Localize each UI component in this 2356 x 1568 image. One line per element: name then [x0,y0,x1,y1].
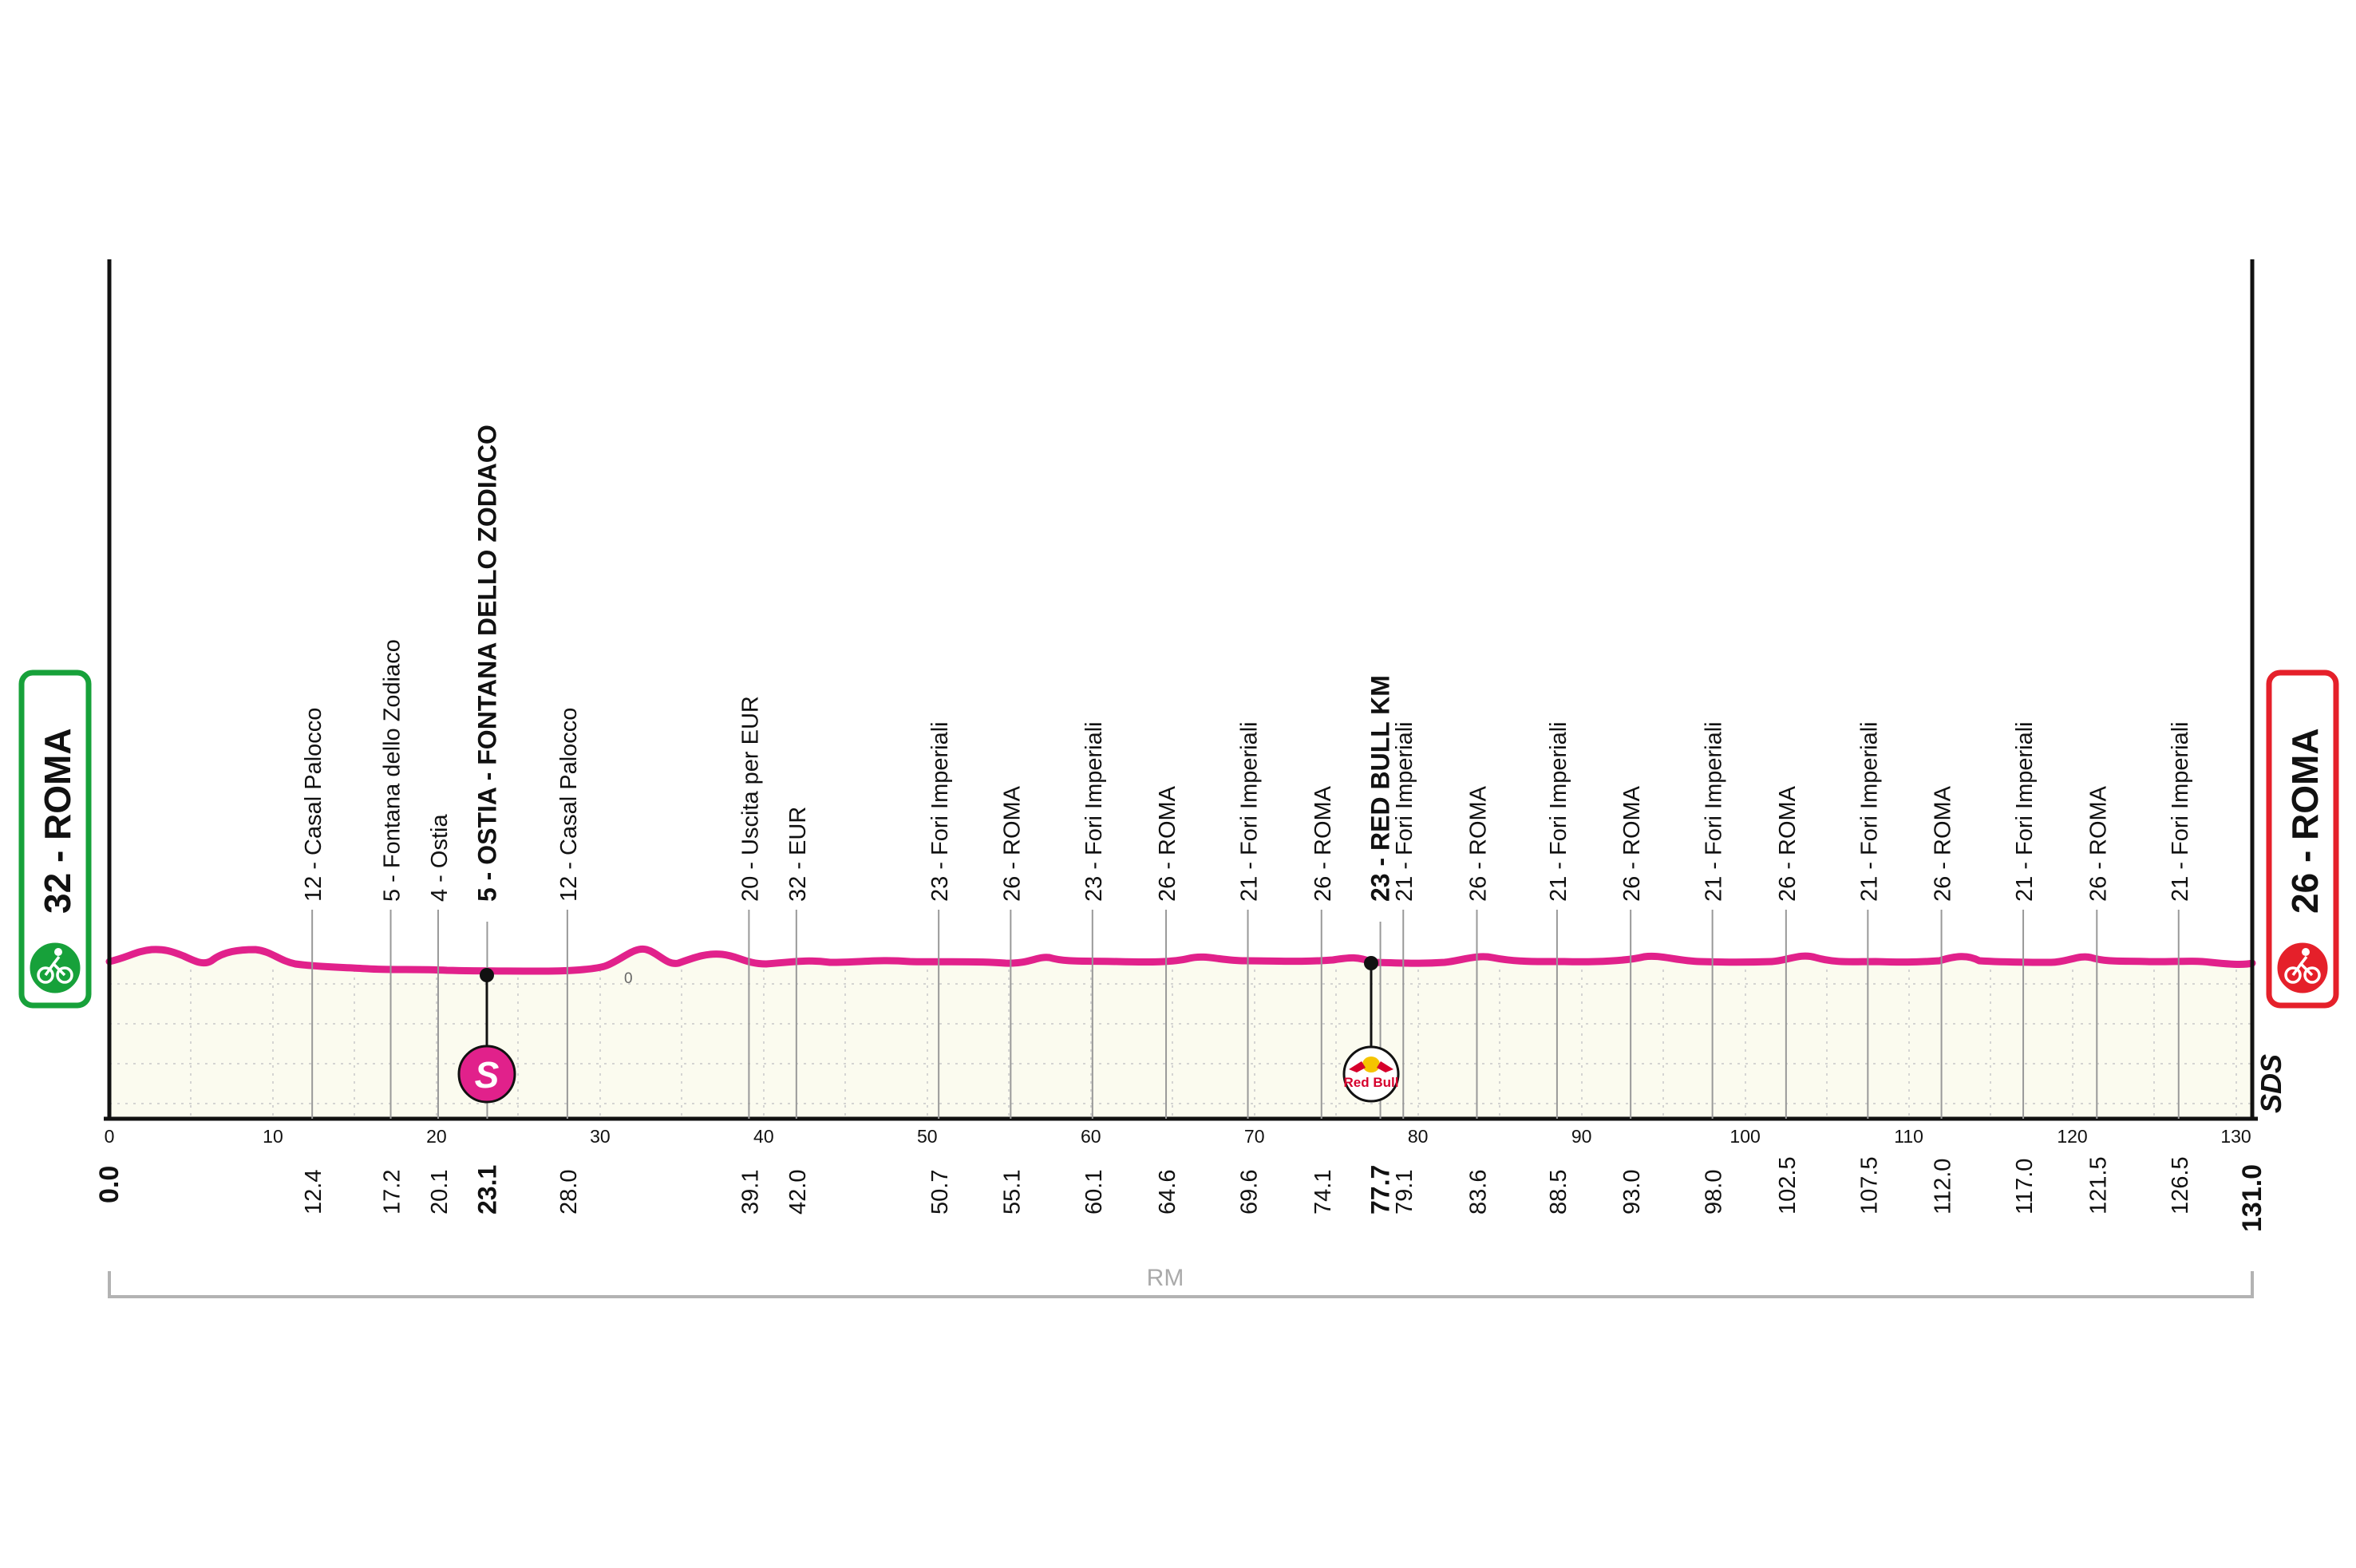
waypoint-km-label: 42.0 [785,1170,811,1215]
finish-km-label: 131.0 [2237,1164,2267,1232]
zero-altitude-label: 0 [624,970,633,987]
finish-cyclist-icon [2275,940,2330,996]
province-bracket [108,1271,2254,1298]
waypoint-label: 23 - Fori Imperiali [927,721,953,902]
waypoint-label: 26 - ROMA [999,785,1025,902]
start-badge: 32 - ROMA [18,669,92,1009]
waypoint-km-label: 28.0 [556,1170,582,1215]
waypoint-label: 21 - Fori Imperiali [1856,721,1882,902]
waypoint-label: 4 - Ostia [427,814,453,902]
waypoint-label: 26 - ROMA [1931,785,1956,902]
axis-tick-label: 20 [426,1126,447,1147]
finish-label: 26 - ROMA [2284,728,2326,914]
waypoint-label: 21 - Fori Imperiali [2012,721,2038,902]
axis-tick-label: 0 [105,1126,115,1147]
waypoint-km-label: 102.5 [1775,1156,1801,1215]
waypoint-km-label: 77.7 [1366,1165,1395,1215]
waypoint-label: 21 - Fori Imperiali [1392,721,1417,902]
axis-tick-label: 30 [590,1126,611,1147]
waypoint-km-label: 74.1 [1310,1170,1336,1215]
finish-badge-frame [2266,669,2339,1009]
axis-tick-label: 80 [1408,1126,1429,1147]
waypoints: 12 - Casal Palocco 12.4 5 - Fontana dello … [301,425,2193,1215]
waypoint-km-label: 112.0 [1931,1159,1956,1215]
waypoint-label: 23 - Fori Imperiali [1081,721,1107,902]
sprint-letter: S [475,1054,500,1096]
cyclist-icon [27,940,83,996]
waypoint-km-label: 126.5 [2168,1156,2193,1215]
waypoint-km-label: 93.0 [1619,1170,1645,1215]
waypoint-km-label: 39.1 [737,1170,763,1215]
waypoint-label: 20 - Uscita per EUR [737,696,763,902]
axis-tick-label: 100 [1729,1126,1760,1147]
waypoint-label: 23 - RED BULL KM [1366,675,1395,902]
province-label: RM [1147,1265,1184,1291]
redbull-dot [1364,956,1378,970]
waypoint-km-label: 83.6 [1465,1170,1491,1215]
axis-tick-label: 10 [263,1126,283,1147]
waypoint-label: 26 - ROMA [1155,785,1180,902]
waypoint-label: 26 - ROMA [2085,785,2111,902]
axis-tick-label: 120 [2057,1126,2087,1147]
start-label: 32 - ROMA [37,728,78,914]
waypoint-km-label: 64.6 [1155,1170,1180,1215]
start-km-label: 0.0 [94,1166,125,1203]
waypoint-km-label: 117.0 [2012,1159,2038,1215]
waypoint-label: 12 - Casal Palocco [301,708,326,902]
sprint-marker: S [457,968,516,1104]
waypoint-km-label: 69.6 [1237,1170,1263,1215]
redbull-km-marker: Red Bull [1342,956,1400,1103]
sprint-s-icon [457,1045,516,1104]
waypoint-label: 26 - ROMA [1775,785,1801,902]
axis-tick-label: 60 [1081,1126,1101,1147]
redbull-sun [1362,1057,1380,1072]
redbull-badge-text: Red Bull [1344,1075,1399,1090]
profile-grid [109,970,2252,1119]
waypoint-km-label: 60.1 [1081,1170,1107,1215]
waypoint-km-label: 55.1 [999,1170,1025,1215]
redbull-bull-left [1349,1061,1366,1072]
waypoint-km-label: 20.1 [427,1170,453,1215]
waypoint-label: 32 - EUR [785,807,811,902]
waypoint-km-label: 121.5 [2085,1156,2111,1215]
axis-tick-label: 110 [1894,1126,1923,1147]
waypoint-label: 21 - Fori Imperiali [1546,721,1571,902]
start-badge-frame [18,669,92,1009]
axis-tick-label: 70 [1244,1126,1265,1147]
waypoint-label: 21 - Fori Imperiali [2168,721,2193,902]
sds-logo: SDS [2255,1054,2287,1113]
waypoint-label: 26 - ROMA [1465,785,1491,902]
waypoint-km-label: 12.4 [301,1170,326,1215]
axis-tick-label: 40 [753,1126,774,1147]
waypoint-km-label: 88.5 [1546,1170,1571,1215]
finish-badge: 26 - ROMA [2266,669,2339,1009]
waypoint-label: 21 - Fori Imperiali [1237,721,1263,902]
axis-tick-label: 90 [1571,1126,1592,1147]
redbull-bull-right [1377,1061,1393,1072]
waypoint-km-label: 23.1 [472,1165,501,1215]
waypoint-km-label: 98.0 [1702,1170,1727,1215]
profile-fill [109,949,2252,1119]
sprint-dot [480,968,494,982]
profile-shape [105,945,2256,1119]
axis-tick-label: 130 [2220,1126,2251,1147]
waypoint-label: 12 - Casal Palocco [556,708,582,902]
waypoint-label: 26 - ROMA [1310,785,1336,902]
axis-ticks: 0 10 20 30 40 50 60 70 80 90 100 110 120 130 [105,1126,2251,1147]
waypoint-km-label: 79.1 [1392,1170,1417,1215]
redbull-km-icon [1342,1045,1400,1103]
axis-tick-label: 50 [917,1126,938,1147]
waypoint-label: 5 - OSTIA - FONTANA DELLO ZODIACO [472,425,501,902]
waypoint-label: 26 - ROMA [1619,785,1645,902]
waypoint-km-label: 107.5 [1856,1156,1882,1215]
waypoint-label: 21 - Fori Imperiali [1702,721,1727,902]
waypoint-label: 5 - Fontana dello Zodiaco [380,639,405,902]
waypoint-km-label: 17.2 [380,1170,405,1215]
waypoint-km-label: 50.7 [927,1170,953,1215]
